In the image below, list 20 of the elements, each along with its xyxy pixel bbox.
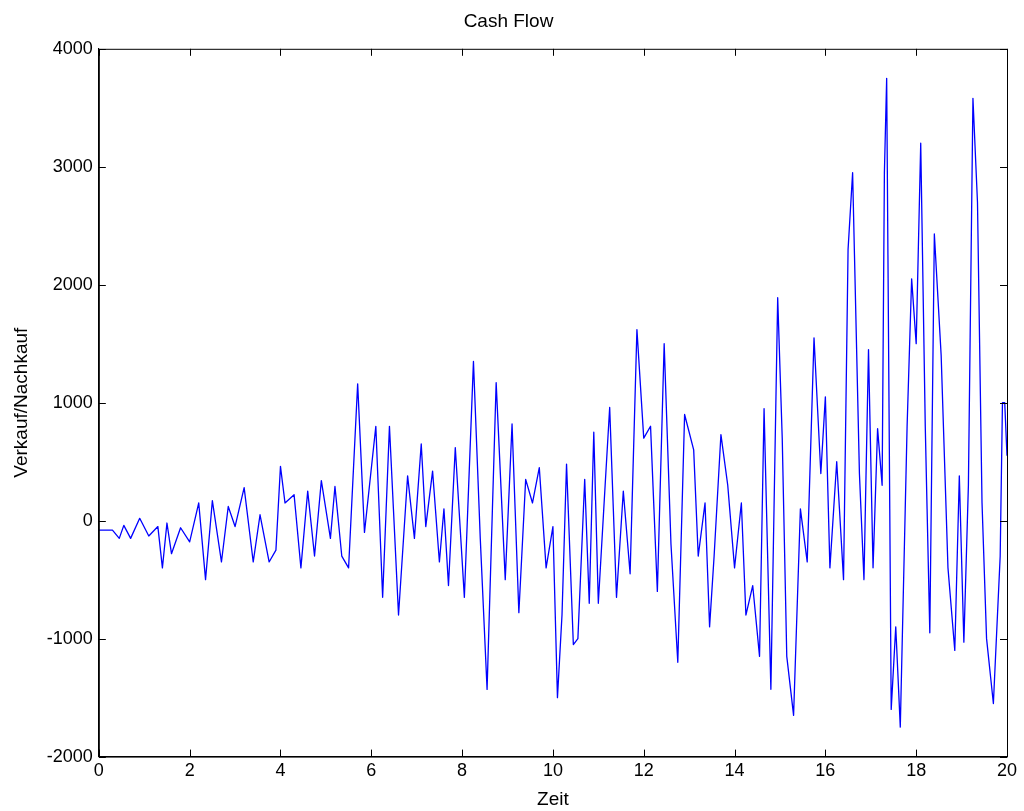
x-tick-label: 12 [633,760,654,781]
x-tick-label: 10 [542,760,563,781]
y-tick-label: -1000 [46,627,93,648]
y-tick-label: 3000 [52,155,93,176]
y-tick-label: 4000 [52,37,93,58]
x-tick-label: 2 [184,760,195,781]
y-tick-label: 2000 [52,273,93,294]
x-tick-label: 4 [275,760,286,781]
y-tick-label: -2000 [46,745,93,766]
x-tick-label: 16 [815,760,836,781]
x-tick-label: 20 [996,760,1018,781]
y-tick-label: 0 [82,509,93,530]
chart-title: Cash Flow [463,9,554,31]
y-axis-title: Verkauf/Nachkauf [9,326,31,478]
x-tick-label: 8 [457,760,468,781]
x-tick-label: 14 [724,760,745,781]
x-tick-label: 18 [906,760,927,781]
x-tick-label: 6 [366,760,377,781]
x-axis-title: Zeit [537,787,570,809]
y-tick-label: 1000 [52,391,93,412]
